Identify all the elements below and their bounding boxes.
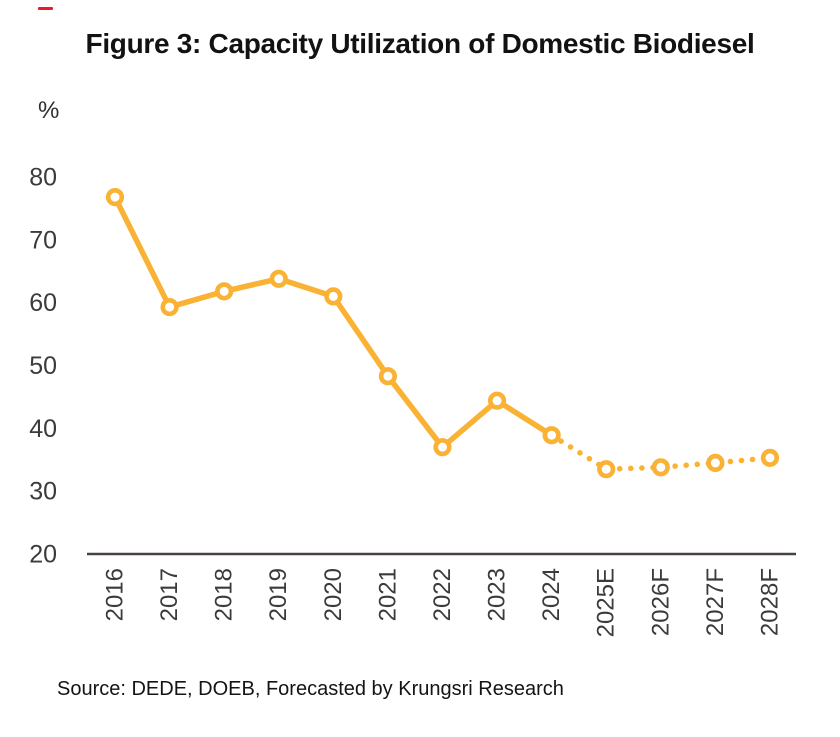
- source-note: Source: DEDE, DOEB, Forecasted by Krungs…: [57, 678, 564, 700]
- x-tick-label: 2024: [538, 568, 565, 621]
- y-tick-label: 70: [29, 226, 57, 254]
- data-point-marker-2024: [542, 426, 561, 445]
- y-axis-unit-label: %: [38, 97, 60, 124]
- x-tick-label: 2016: [102, 568, 129, 621]
- y-tick-label: 40: [29, 415, 57, 443]
- x-tick-label: 2017: [156, 568, 183, 621]
- data-point-marker-2019: [269, 269, 288, 288]
- series-line-solid: [112, 194, 555, 450]
- data-point-marker-2022: [433, 438, 452, 457]
- x-tick-label: 2027F: [702, 568, 729, 636]
- y-tick-label: 50: [29, 352, 57, 380]
- data-point-marker-2027F: [706, 453, 725, 472]
- x-tick-label: 2020: [320, 568, 347, 621]
- x-tick-label: 2023: [484, 568, 511, 621]
- x-tick-label: 2022: [429, 568, 456, 621]
- y-tick-label: 60: [29, 289, 57, 317]
- y-tick-label: 30: [29, 478, 57, 506]
- data-point-marker-2028F: [760, 448, 780, 467]
- data-point-marker-2016: [105, 188, 125, 207]
- y-tick-label: 80: [29, 164, 57, 192]
- data-point-marker-2026F: [651, 458, 670, 477]
- chart-title: Figure 3: Capacity Utilization of Domest…: [85, 28, 755, 59]
- x-tick-label: 2025E: [593, 568, 620, 637]
- series-line-forecast-dotted: [548, 432, 773, 472]
- data-point-marker-2017: [160, 297, 179, 317]
- red-dash-mark: [38, 7, 53, 10]
- data-point-marker-2018: [215, 282, 234, 301]
- data-point-marker-2025E: [597, 460, 616, 479]
- data-point-marker-2020: [324, 287, 343, 306]
- x-tick-label: 2018: [211, 568, 238, 621]
- x-tick-label: 2026F: [647, 568, 674, 636]
- y-tick-label: 20: [29, 541, 57, 569]
- data-point-marker-2021: [378, 367, 398, 386]
- data-point-marker-2023: [487, 391, 507, 410]
- x-tick-label: 2019: [265, 568, 292, 621]
- x-tick-label: 2028F: [756, 568, 783, 636]
- x-tick-label: 2021: [374, 568, 401, 621]
